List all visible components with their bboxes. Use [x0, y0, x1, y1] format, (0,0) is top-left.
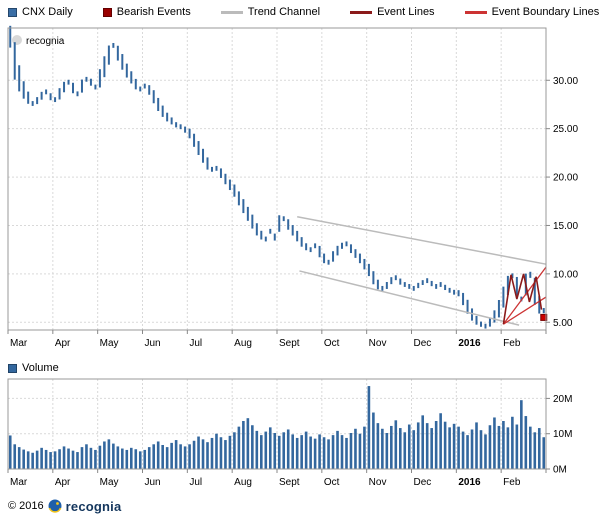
svg-text:Oct: Oct — [324, 338, 340, 349]
volume-axis-labels: 0M 10M 20M — [546, 394, 572, 476]
svg-text:Sept: Sept — [279, 338, 300, 349]
legend-item-trend-channel: Trend Channel — [220, 6, 321, 18]
svg-text:Mar: Mar — [10, 477, 28, 488]
svg-text:Nov: Nov — [369, 338, 387, 349]
price-month-labels: Mar Apr May Jun Jul Aug Sept Oct Nov Dec 2016 Feb — [7, 330, 547, 349]
svg-text:25.00: 25.00 — [553, 124, 578, 135]
svg-text:2016: 2016 — [458, 477, 481, 488]
event-boundary-lines-swatch-icon — [464, 10, 487, 14]
svg-text:Dec: Dec — [414, 477, 432, 488]
legend-item-event-boundary-lines: Event Boundary Lines — [464, 6, 600, 18]
chart-legend: CNX Daily Bearish Events Trend Channel E… — [0, 0, 607, 24]
svg-text:Feb: Feb — [503, 477, 521, 488]
volume-grid — [8, 379, 546, 469]
svg-text:Feb: Feb — [503, 338, 521, 349]
svg-text:20.00: 20.00 — [553, 173, 578, 184]
svg-text:May: May — [100, 477, 119, 488]
svg-text:10.00: 10.00 — [553, 269, 578, 280]
svg-text:2016: 2016 — [458, 338, 481, 349]
volume-swatch-icon — [8, 363, 17, 373]
footer: © 2016 recognia — [0, 494, 607, 518]
svg-text:Oct: Oct — [324, 477, 340, 488]
svg-text:Nov: Nov — [369, 477, 387, 488]
volume-chart: 0M 10M 20M Mar Apr May Jun Jul Aug Sept Oct Nov Dec 2… — [7, 378, 572, 488]
svg-text:Aug: Aug — [234, 338, 252, 349]
cnx-daily-swatch-icon — [8, 7, 17, 17]
price-bars — [9, 25, 545, 329]
svg-text:30.00: 30.00 — [553, 76, 578, 87]
recognia-globe-icon — [48, 499, 62, 513]
svg-text:Jun: Jun — [145, 338, 161, 349]
svg-text:Jun: Jun — [145, 477, 161, 488]
volume-bars — [8, 386, 546, 469]
legend-item-cnx-daily: CNX Daily — [8, 6, 73, 18]
svg-text:Apr: Apr — [55, 477, 71, 488]
svg-text:Mar: Mar — [10, 338, 28, 349]
volume-month-labels: Mar Apr May Jun Jul Aug Sept Oct Nov Dec 2016 Feb — [7, 469, 547, 488]
event-lines — [502, 273, 543, 325]
legend-label-event-boundary-lines: Event Boundary Lines — [491, 6, 600, 18]
svg-text:15.00: 15.00 — [553, 221, 578, 232]
legend-item-event-lines: Event Lines — [350, 6, 435, 18]
price-axis-labels: 5.00 10.00 15.00 20.00 25.00 30.00 — [546, 76, 578, 329]
svg-text:20M: 20M — [553, 394, 572, 405]
price-chart: recognia 5.00 10.00 15.00 20.00 25.00 30.00 Mar… — [7, 25, 578, 349]
bearish-event-marker — [540, 313, 548, 321]
svg-text:Jul: Jul — [189, 477, 202, 488]
svg-text:Sept: Sept — [279, 477, 300, 488]
legend-label-trend-channel: Trend Channel — [247, 6, 321, 18]
svg-text:recognia: recognia — [26, 36, 65, 47]
recognia-watermark: recognia — [12, 35, 65, 47]
svg-text:Jul: Jul — [189, 338, 202, 349]
trend-channel-swatch-icon — [220, 10, 243, 14]
svg-text:Apr: Apr — [55, 338, 71, 349]
price-grid — [8, 28, 546, 330]
volume-legend: Volume — [0, 359, 607, 377]
legend-label-event-lines: Event Lines — [377, 6, 435, 18]
copyright-text: © 2016 — [8, 500, 44, 512]
event-boundary-lines — [502, 266, 547, 325]
svg-text:Aug: Aug — [234, 477, 252, 488]
trend-channel-lines — [297, 216, 547, 326]
legend-item-bearish-events: Bearish Events — [102, 6, 191, 18]
volume-legend-label: Volume — [22, 362, 59, 374]
svg-text:10M: 10M — [553, 429, 572, 440]
svg-text:Dec: Dec — [414, 338, 432, 349]
event-lines-swatch-icon — [350, 10, 373, 14]
recognia-brand-text: recognia — [65, 498, 122, 514]
svg-text:0M: 0M — [553, 465, 567, 476]
svg-text:May: May — [100, 338, 119, 349]
legend-label-cnx-daily: CNX Daily — [22, 6, 73, 18]
bearish-events-swatch-icon — [102, 7, 112, 17]
svg-text:5.00: 5.00 — [553, 318, 573, 329]
legend-label-bearish-events: Bearish Events — [116, 6, 191, 18]
